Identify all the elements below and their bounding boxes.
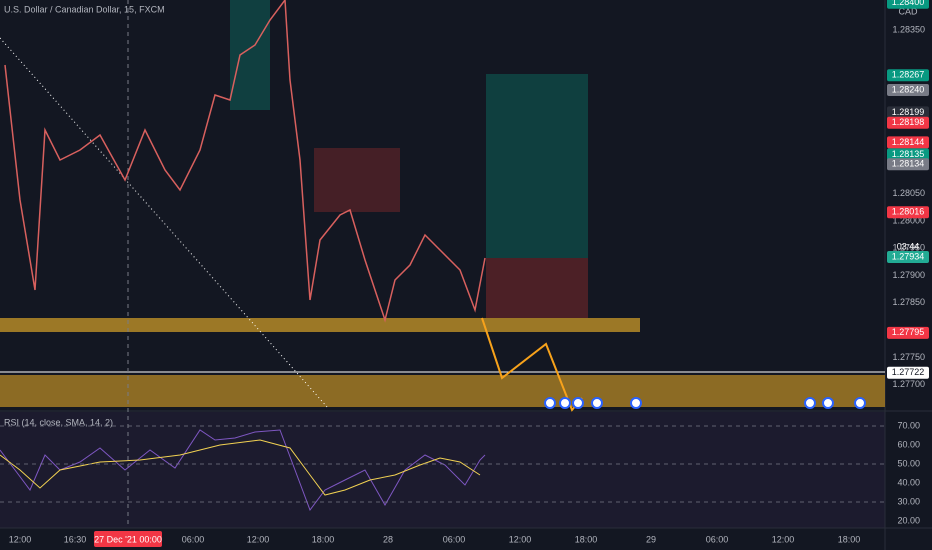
price-badge-label: 1.28198 [892, 117, 925, 127]
time-label: 06:00 [443, 534, 466, 544]
time-label: 06:00 [706, 534, 729, 544]
price-badge [887, 158, 929, 171]
rsi-tick-label: 20.00 [897, 515, 920, 525]
time-label: 18:00 [838, 534, 861, 544]
price-tick-label: 1.28050 [892, 188, 925, 198]
price-badge [887, 148, 929, 161]
event-icon [822, 397, 834, 409]
price-badge-label: 1.27722 [892, 367, 925, 377]
price-badge-label: 1.28400 [892, 0, 925, 7]
rsi-pane [0, 412, 885, 528]
long-target [486, 74, 588, 258]
time-label: 27 Dec '21 00:00 [94, 534, 162, 544]
time-label: 16:30 [64, 534, 87, 544]
price-badge-label: 1.28134 [892, 159, 925, 169]
currency: CAD [898, 6, 918, 16]
time-label: 06:00 [182, 534, 205, 544]
rsi-label: RSI (14, close, SMA, 14, 2) [4, 417, 113, 427]
event-icon [544, 397, 556, 409]
support-zone [0, 318, 640, 332]
range-box-green [230, 0, 270, 110]
rsi-line [0, 429, 486, 512]
price-badge-label: 1.28199 [892, 107, 925, 117]
time-label: 28 [383, 534, 393, 544]
price-badge [887, 326, 929, 339]
long-stop [486, 258, 588, 318]
time-label: 12:00 [247, 534, 270, 544]
price-badge [887, 136, 929, 149]
price-tick-label: 1.27950 [892, 243, 925, 253]
rsi-tick-label: 30.00 [897, 496, 920, 506]
rsi-tick-label: 70.00 [897, 420, 920, 430]
price-badge-label: 1.28016 [892, 207, 925, 217]
price-badge-label: 1.27795 [892, 327, 925, 337]
price-tick-label: 1.27700 [892, 379, 925, 389]
demand-zone [0, 375, 885, 407]
range-box-red [314, 148, 400, 212]
rsi-tick-label: 60.00 [897, 439, 920, 449]
rsi-tick-label: 40.00 [897, 477, 920, 487]
event-icon [804, 397, 816, 409]
price-tick-label: 1.28350 [892, 24, 925, 34]
price-badge-label: 1.28240 [892, 84, 925, 94]
price-badge-label: 1.28267 [892, 70, 925, 80]
time-label: 18:00 [312, 534, 335, 544]
event-icon [854, 397, 866, 409]
time-label: 12:00 [772, 534, 795, 544]
rsi-sma [0, 439, 481, 496]
time-label: 12:00 [9, 534, 32, 544]
symbol-title: U.S. Dollar / Canadian Dollar, 15, FXCM [4, 4, 165, 14]
event-icon [559, 397, 571, 409]
price-badge [887, 0, 929, 9]
price-tick-label: 1.27850 [892, 297, 925, 307]
rsi-tick-label: 50.00 [897, 458, 920, 468]
crosshair-time [94, 531, 162, 547]
price-tick-label: 1.28000 [892, 215, 925, 225]
price-badge [887, 366, 929, 379]
price-badge [887, 251, 929, 264]
time-label: 18:00 [575, 534, 598, 544]
price-badge [887, 106, 929, 119]
price-badge [887, 84, 929, 97]
event-icon [591, 397, 603, 409]
events [544, 397, 866, 409]
countdown: 03:44 [897, 241, 920, 251]
event-icon [630, 397, 642, 409]
price-badge-label: 1.27934 [892, 251, 925, 261]
price-badge-label: 1.28144 [892, 137, 925, 147]
price-path [4, 0, 486, 323]
price-badge [887, 69, 929, 82]
time-label: 12:00 [509, 534, 532, 544]
price-tick-label: 1.27750 [892, 352, 925, 362]
time-label: 29 [646, 534, 656, 544]
event-icon [572, 397, 584, 409]
price-badge [887, 206, 929, 219]
price-badge [887, 116, 929, 129]
price-badge-label: 1.28135 [892, 149, 925, 159]
trend-line [0, 37, 329, 409]
price-tick-label: 1.27900 [892, 270, 925, 280]
